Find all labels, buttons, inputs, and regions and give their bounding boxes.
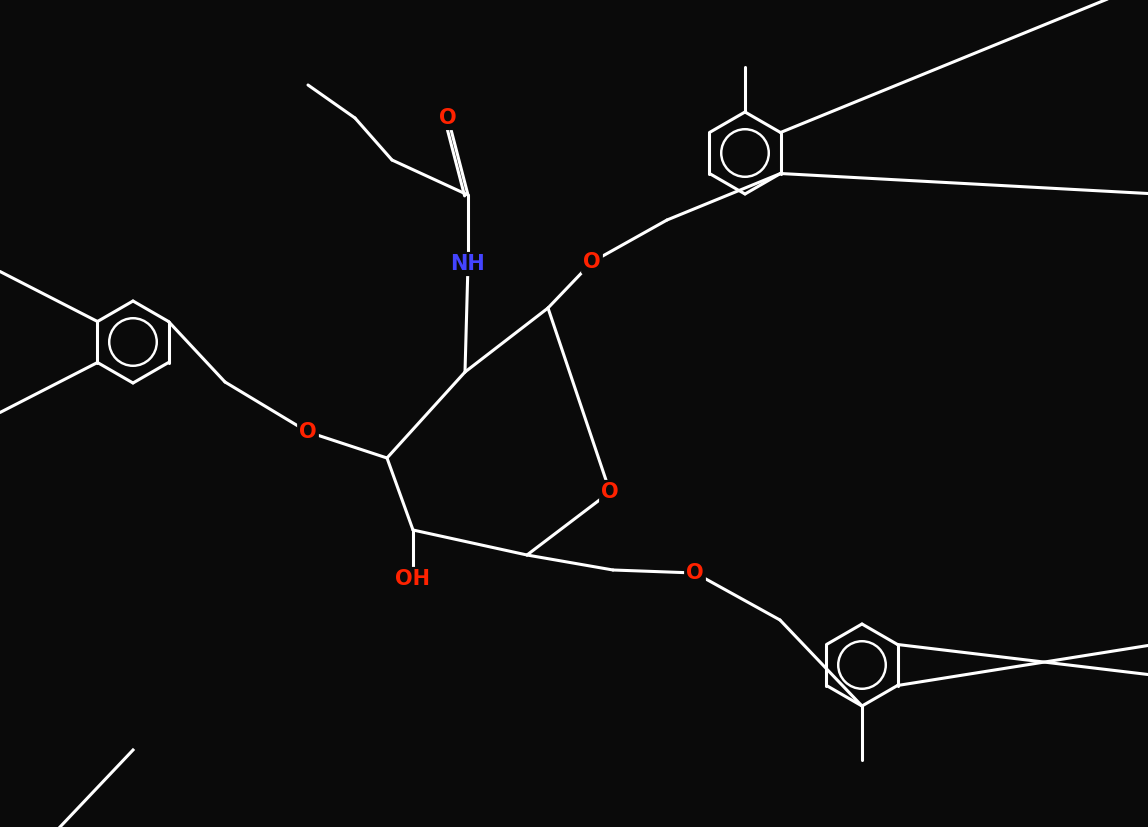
Text: NH: NH [451, 254, 486, 274]
Text: O: O [300, 422, 317, 442]
Text: O: O [602, 482, 619, 502]
Text: O: O [440, 108, 457, 128]
Text: OH: OH [396, 569, 430, 589]
Text: O: O [583, 252, 600, 272]
Text: O: O [687, 563, 704, 583]
